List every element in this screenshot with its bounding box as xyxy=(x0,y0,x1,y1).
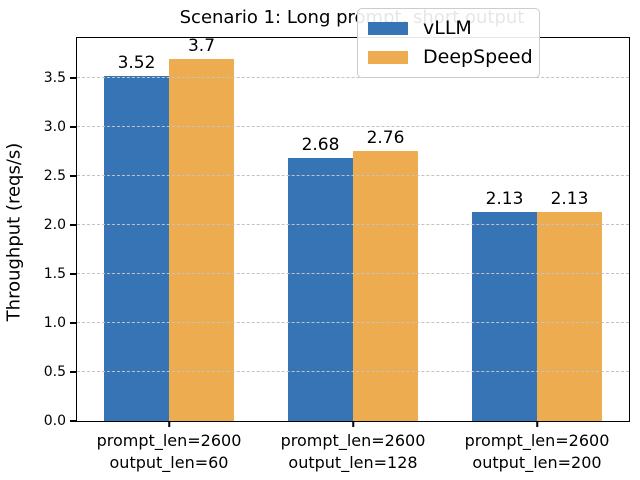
y-tick-label: 2.0 xyxy=(43,217,66,234)
y-tick-mark xyxy=(70,224,77,226)
gridline xyxy=(77,322,629,324)
gridline xyxy=(77,77,629,79)
y-tick-label: 0.5 xyxy=(43,364,66,381)
y-tick-mark xyxy=(70,77,77,79)
y-tick-label: 3.0 xyxy=(43,119,66,136)
y-tick-mark xyxy=(70,371,77,373)
legend-item-deepspeed: DeepSpeed xyxy=(368,43,533,72)
bar-value-label: 3.7 xyxy=(187,35,216,56)
x-tick-mark xyxy=(168,421,170,427)
bar-deepspeed-group2 xyxy=(353,150,418,421)
gridline xyxy=(77,273,629,275)
y-tick-label: 2.5 xyxy=(43,168,66,185)
y-tick-mark xyxy=(70,420,77,422)
y-tick-label: 1.5 xyxy=(43,266,66,283)
bar-value-label: 3.52 xyxy=(117,53,156,74)
legend-swatch-deepspeed xyxy=(368,51,408,64)
x-tick-mark xyxy=(536,421,538,427)
legend-swatch-vllm xyxy=(368,22,408,35)
bar-vllm-group3 xyxy=(472,212,537,421)
bar-value-label: 2.68 xyxy=(301,135,340,156)
chart-title: Scenario 1: Long prompt, short output xyxy=(179,7,525,28)
plot-area: 0.0 0.5 1.0 1.5 2.0 2.5 3.0 3.5 3.52 3.7 prompt_le… xyxy=(44,35,630,472)
y-tick-label: 0.0 xyxy=(43,413,66,429)
gridline xyxy=(77,126,629,128)
x-tick-mark xyxy=(352,421,354,427)
gridline xyxy=(77,175,629,177)
gridline xyxy=(77,371,629,373)
gridline xyxy=(77,224,629,226)
bar-value-label: 2.76 xyxy=(366,127,405,148)
bar-deepspeed-group1 xyxy=(169,58,234,421)
legend-item-vllm: vLLM xyxy=(368,14,529,43)
y-tick-label: 1.0 xyxy=(43,315,66,332)
y-tick-label: 3.5 xyxy=(43,70,66,87)
bar-vllm-group1 xyxy=(104,76,169,421)
legend-label: DeepSpeed xyxy=(423,46,533,68)
x-tick-label: prompt_len=2600 output_len=60 xyxy=(96,431,242,472)
bar-value-label: 2.13 xyxy=(550,189,589,210)
bar-value-label: 2.13 xyxy=(485,189,524,210)
y-tick-mark xyxy=(70,273,77,275)
y-axis-label: Throughput (reqs/s) xyxy=(3,142,25,322)
legend: vLLM DeepSpeed xyxy=(357,8,540,78)
y-tick-mark xyxy=(70,322,77,324)
legend-label: vLLM xyxy=(423,17,472,39)
bar-deepspeed-group3 xyxy=(537,212,602,421)
y-tick-mark xyxy=(70,175,77,177)
y-tick-mark xyxy=(70,126,77,128)
x-tick-label: prompt_len=2600 output_len=128 xyxy=(280,431,426,472)
bar-vllm-group2 xyxy=(288,158,353,421)
x-tick-label: prompt_len=2600 output_len=200 xyxy=(464,431,610,472)
